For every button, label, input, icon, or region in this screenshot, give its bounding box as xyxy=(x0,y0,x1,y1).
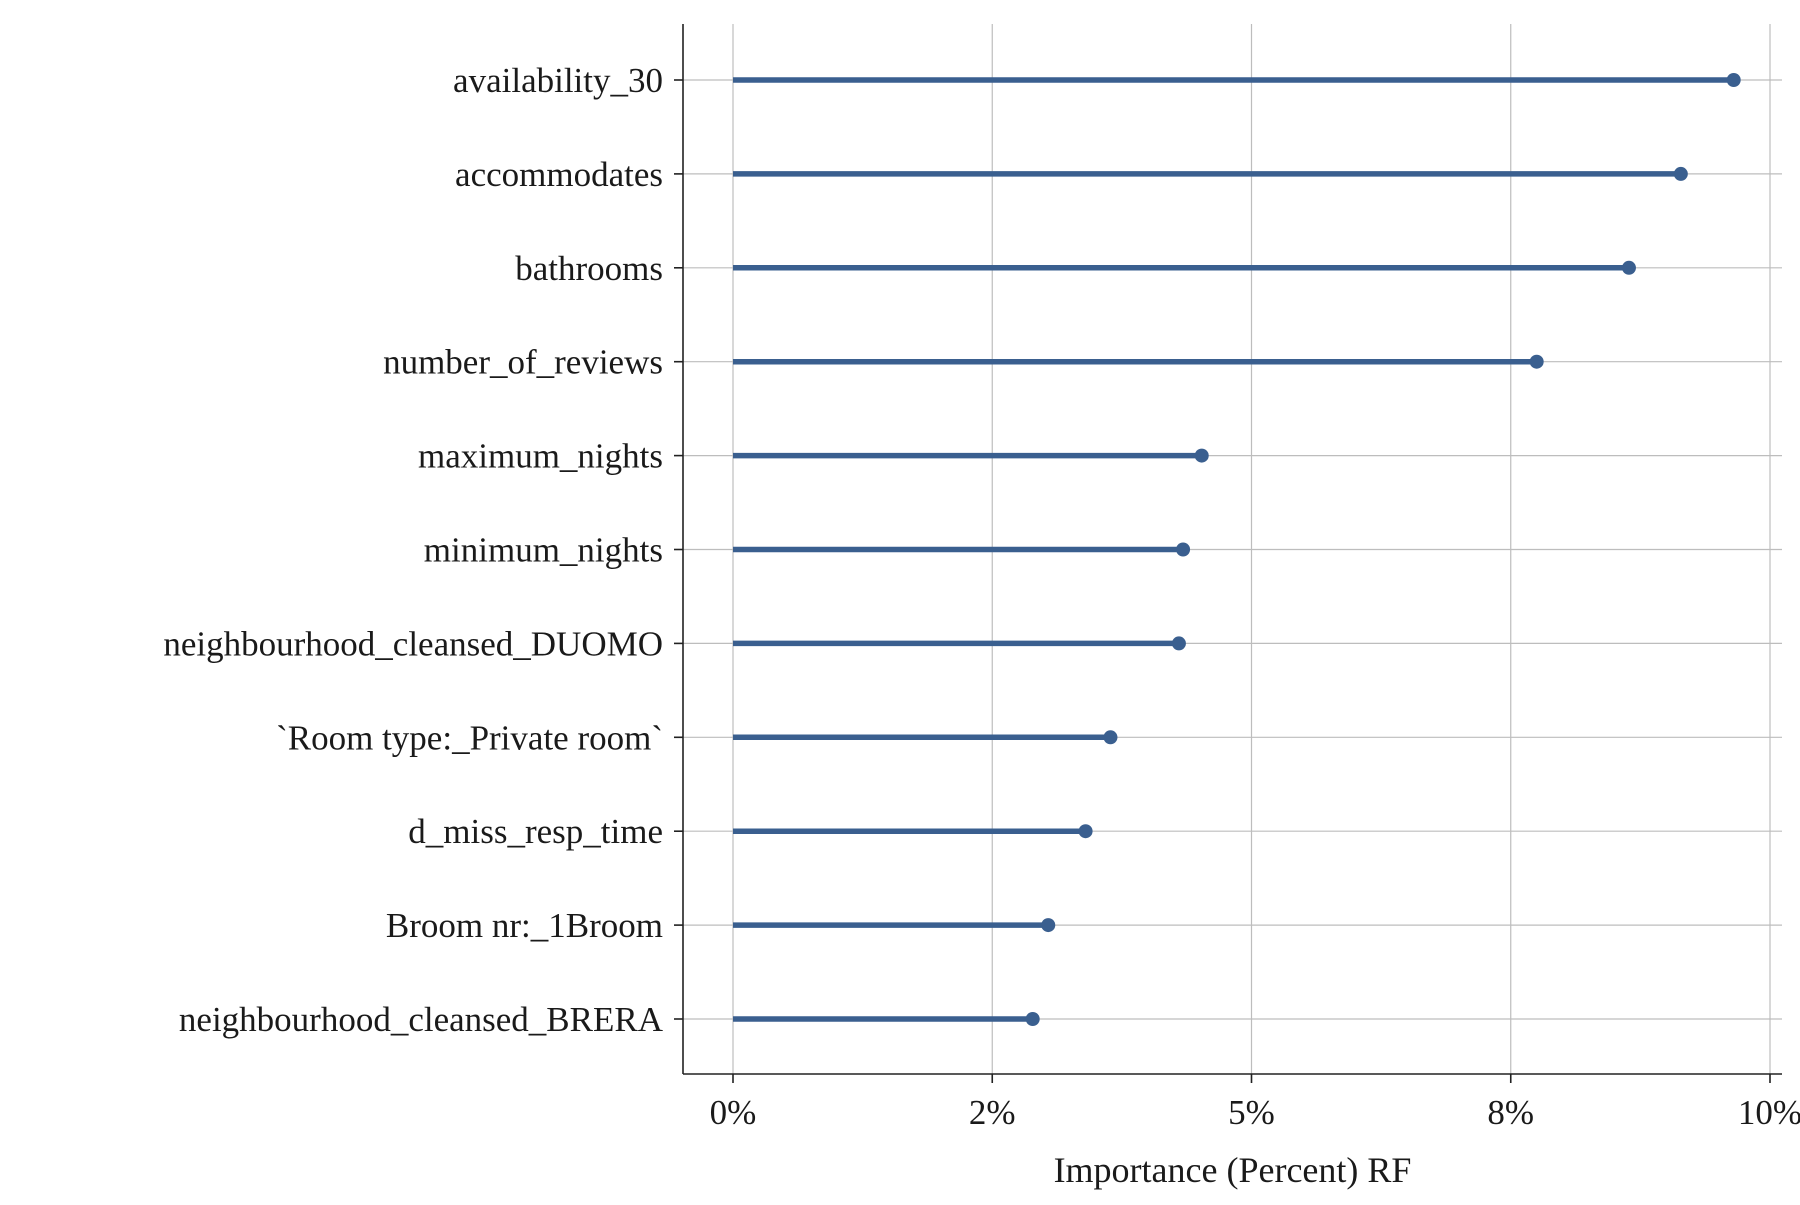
x-tick-label: 10% xyxy=(1738,1093,1800,1132)
lollipop-dot xyxy=(1025,1012,1040,1026)
x-tick-label: 0% xyxy=(710,1093,757,1132)
x-axis-title: Importance (Percent) RF xyxy=(1054,1150,1412,1190)
x-tick-label: 5% xyxy=(1228,1093,1275,1132)
lollipop-dot xyxy=(1621,260,1636,275)
lollipop-dot xyxy=(1176,542,1191,557)
lollipop-dot xyxy=(1171,636,1186,651)
label-layer: availability_30 accommodates bathrooms numb… xyxy=(163,61,1800,1132)
y-tick-label: minimum_nights xyxy=(424,531,663,570)
lollipop-dot xyxy=(1726,73,1741,87)
mark-layer xyxy=(733,73,1741,1026)
y-tick-label: availability_30 xyxy=(453,61,663,100)
lollipop-dot xyxy=(1103,730,1118,745)
lollipop-dot xyxy=(1194,448,1209,463)
lollipop-dot xyxy=(1673,166,1688,181)
y-tick-label: `Room type:_Private room` xyxy=(276,718,663,757)
x-tick-label: 2% xyxy=(969,1093,1016,1132)
y-tick-label: accommodates xyxy=(455,155,663,194)
y-tick-label: maximum_nights xyxy=(418,437,663,476)
y-tick-label: Broom nr:_1Broom xyxy=(386,906,663,945)
lollipop-dot xyxy=(1041,918,1056,933)
y-tick-label: bathrooms xyxy=(515,249,663,288)
axis-layer xyxy=(674,24,1782,1083)
y-tick-label: d_miss_resp_time xyxy=(408,812,663,851)
x-tick-label: 8% xyxy=(1487,1093,1534,1132)
y-tick-label: number_of_reviews xyxy=(383,343,663,382)
lollipop-dot xyxy=(1529,354,1544,369)
y-tick-label: neighbourhood_cleansed_BRERA xyxy=(179,1000,664,1039)
y-tick-label: neighbourhood_cleansed_DUOMO xyxy=(163,624,663,663)
lollipop-dot xyxy=(1078,824,1093,839)
